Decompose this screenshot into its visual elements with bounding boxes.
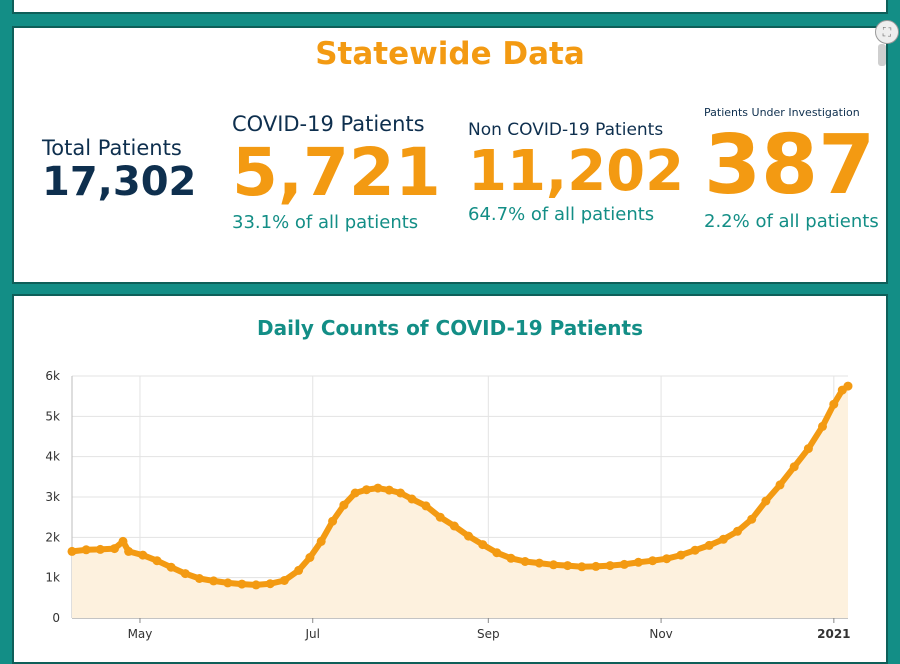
data-point <box>152 556 162 566</box>
data-point <box>633 557 643 567</box>
data-point <box>449 521 459 531</box>
data-point <box>305 553 315 562</box>
x-tick-label: Nov <box>649 627 672 641</box>
stat-noncovid-patients: Non COVID-19 Patients 11,202 64.7% of al… <box>468 120 684 225</box>
data-point <box>279 576 289 585</box>
data-point <box>124 546 134 556</box>
data-point <box>704 540 714 550</box>
chart-area: 0 1k 2k 3k 4k 5k 6k May Jul Sep Nov 2021 <box>45 369 853 641</box>
data-point <box>789 462 799 472</box>
data-point <box>464 531 473 541</box>
data-point <box>733 526 742 536</box>
data-point <box>549 560 558 570</box>
chart-title: Daily Counts of COVID-19 Patients <box>257 316 643 340</box>
stat-covid-value: 5,721 <box>232 134 441 211</box>
y-tick-label: 5k <box>45 409 60 423</box>
stat-total-value: 17,302 <box>42 159 197 205</box>
series-area <box>72 386 848 618</box>
data-point <box>350 488 360 498</box>
data-point <box>747 514 757 524</box>
data-point <box>506 553 516 563</box>
data-point <box>619 559 629 569</box>
data-point <box>251 580 261 590</box>
data-point <box>95 544 105 554</box>
data-point <box>294 565 304 575</box>
data-point <box>110 544 119 554</box>
data-point <box>761 496 771 506</box>
data-point <box>237 579 247 589</box>
stat-covid-percent: 33.1% of all patients <box>232 212 419 233</box>
x-tick-label: May <box>128 627 153 641</box>
stat-pui-label: Patients Under Investigation <box>704 106 860 119</box>
data-point <box>803 444 813 454</box>
y-tick-label: 1k <box>45 571 60 585</box>
data-point <box>818 421 827 431</box>
y-tick-label: 2k <box>45 530 60 544</box>
x-tick-label: Sep <box>477 627 500 641</box>
x-tick-label: 2021 <box>817 627 850 641</box>
data-point <box>362 485 371 495</box>
data-point <box>421 501 431 511</box>
y-tick-label: 6k <box>45 369 60 383</box>
data-point <box>843 381 853 391</box>
stat-noncovid-label: Non COVID-19 Patients <box>468 120 664 140</box>
data-point <box>478 540 488 550</box>
data-point <box>591 561 601 571</box>
data-point <box>81 545 91 555</box>
data-point <box>194 574 204 583</box>
expand-icon[interactable]: ⛶ <box>875 20 899 44</box>
data-point <box>373 483 383 493</box>
data-point <box>67 546 77 556</box>
data-point <box>775 480 785 490</box>
statewide-data-panel: Statewide Data Total Patients 17,302 COV… <box>12 26 888 284</box>
data-point <box>534 558 544 568</box>
data-point <box>435 512 445 522</box>
data-point <box>265 579 275 589</box>
data-point <box>339 500 349 510</box>
data-point <box>223 578 233 588</box>
stat-covid-label: COVID-19 Patients <box>232 112 425 136</box>
x-tick-label: Jul <box>304 627 319 641</box>
y-tick-label: 4k <box>45 450 60 464</box>
stat-covid-patients: COVID-19 Patients 5,721 33.1% of all pat… <box>232 112 441 233</box>
section-title: Statewide Data <box>315 36 585 72</box>
stat-total-label: Total Patients <box>42 136 182 160</box>
data-point <box>138 550 148 560</box>
data-point <box>718 534 728 544</box>
data-point <box>662 554 672 564</box>
data-point <box>328 516 338 526</box>
data-point <box>316 536 326 546</box>
data-point <box>492 548 502 558</box>
stat-pui-percent: 2.2% of all patients <box>704 211 879 232</box>
top-panel-edge <box>12 0 888 14</box>
stat-total-patients: Total Patients 17,302 <box>42 136 196 202</box>
data-point <box>829 399 839 409</box>
data-point <box>648 556 658 566</box>
data-point <box>520 557 530 566</box>
data-point <box>396 488 405 498</box>
stat-noncovid-value: 11,202 <box>468 139 685 204</box>
data-point <box>577 562 587 572</box>
data-point <box>605 561 615 571</box>
data-point <box>180 569 190 579</box>
data-point <box>563 561 573 571</box>
stat-pui-value: 387 <box>704 118 876 213</box>
data-point <box>209 576 219 586</box>
y-tick-label: 0 <box>52 611 60 625</box>
data-point <box>690 545 700 555</box>
data-point <box>384 485 394 495</box>
stat-pui-patients: Patients Under Investigation 387 2.2% of… <box>704 106 879 232</box>
data-point <box>118 536 128 546</box>
data-point <box>407 494 417 504</box>
scrollbar-thumb[interactable] <box>878 44 886 66</box>
daily-counts-chart-panel: Daily Counts of COVID-19 Patients 0 1k 2k 3… <box>12 294 888 664</box>
data-point <box>166 562 176 572</box>
data-point <box>676 550 686 560</box>
y-tick-label: 3k <box>45 490 60 504</box>
stat-noncovid-percent: 64.7% of all patients <box>468 204 655 225</box>
